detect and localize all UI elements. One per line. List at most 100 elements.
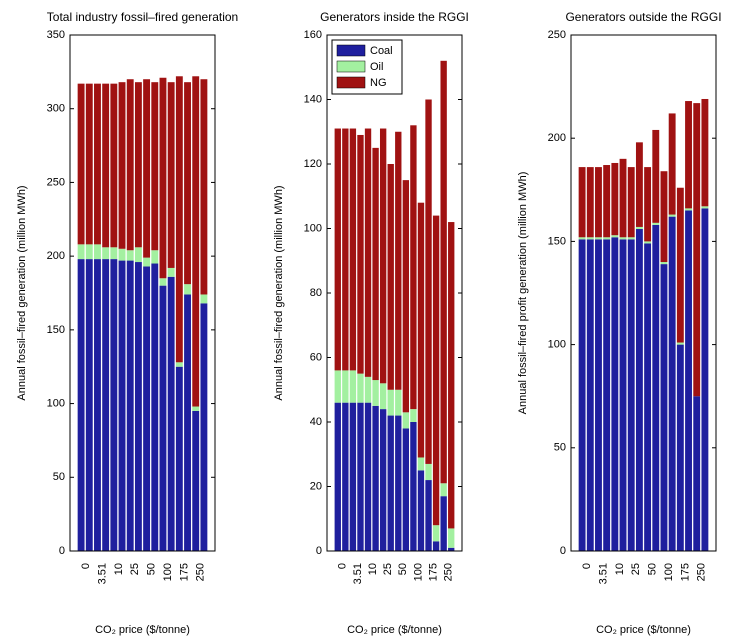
bar-segment	[175, 366, 183, 551]
bar-segment	[619, 158, 627, 238]
bar-segment	[701, 206, 709, 209]
bar-segment	[619, 239, 627, 551]
bar-segment	[652, 129, 660, 223]
bar-segment	[167, 267, 175, 277]
bar-segment	[432, 215, 440, 526]
bar-segment	[595, 167, 602, 238]
y-tick-label: 0	[560, 545, 566, 557]
bar-segment	[652, 222, 660, 225]
bar-segment	[334, 402, 341, 551]
bar-segment	[635, 229, 643, 552]
bar-segment	[417, 202, 425, 458]
bar-segment	[417, 470, 425, 551]
bar-segment	[635, 226, 643, 230]
bar-segment	[159, 77, 167, 279]
y-axis-label: Annual fossil–fired generation (million …	[16, 185, 28, 400]
bar-segment	[192, 410, 200, 551]
y-tick-label: 100	[304, 222, 322, 234]
y-tick-label: 160	[304, 29, 322, 41]
bar-segment	[372, 147, 379, 381]
bar-segment	[118, 82, 126, 249]
y-axis-label: Annual fossil–fired generation (million …	[273, 185, 285, 400]
x-tick-label: 10	[614, 563, 626, 575]
bar-segment	[94, 259, 101, 551]
bar-segment	[200, 79, 208, 295]
bar-segment	[159, 278, 167, 286]
x-tick-label: 10	[113, 563, 125, 575]
bar-segment	[110, 247, 118, 260]
bar-segment	[644, 241, 652, 244]
bar-segment	[417, 457, 425, 471]
y-tick-label: 40	[310, 416, 322, 428]
y-tick-label: 100	[47, 397, 65, 409]
bar-segment	[159, 285, 167, 551]
bar-segment	[611, 237, 619, 551]
bar-segment	[611, 235, 619, 238]
bar-segment	[118, 248, 126, 261]
x-axis-label: CO₂ price ($/tonne)	[95, 624, 190, 636]
chart-title: Total industry fossil–fired generation	[47, 10, 238, 24]
bar-segment	[410, 409, 417, 422]
legend-label: NG	[370, 77, 387, 89]
bar-segment	[652, 224, 660, 551]
legend-swatch	[336, 44, 366, 57]
y-tick-label: 80	[310, 287, 322, 299]
x-tick-label: 25	[630, 563, 642, 575]
bar-segment	[167, 276, 175, 551]
bar-segment	[175, 362, 183, 367]
bar-segment	[342, 128, 349, 371]
bar-segment	[627, 237, 635, 240]
bar-segment	[627, 167, 635, 238]
bar-segment	[102, 259, 110, 551]
bar-segment	[578, 167, 586, 238]
bar-segment	[143, 266, 151, 551]
y-axis-label: Annual fossil–fired profit generation (m…	[517, 172, 529, 415]
bar-segment	[184, 284, 191, 295]
bar-segment	[448, 222, 455, 529]
axes-box	[326, 34, 463, 552]
bar-segment	[85, 259, 93, 551]
axes-box	[570, 34, 717, 552]
bar-segment	[192, 406, 200, 411]
x-tick-label: 50	[397, 563, 409, 575]
bar-segment	[595, 237, 602, 240]
bar-segment	[660, 262, 668, 265]
bar-segment	[668, 216, 676, 551]
bar-segment	[603, 239, 611, 551]
x-tick-label: 250	[696, 563, 708, 581]
bar-segment	[77, 83, 85, 245]
bar-segment	[685, 208, 692, 211]
bar-segment	[586, 237, 594, 240]
bar-segment	[126, 260, 134, 551]
y-tick-label: 120	[304, 158, 322, 170]
x-tick-label: 25	[129, 563, 141, 575]
bar-segment	[364, 128, 372, 377]
subplot: Generators inside the RGGI Annual fossil–…	[273, 10, 469, 636]
bar-segment	[85, 244, 93, 260]
x-tick-label: 250	[195, 563, 207, 581]
bar-segment	[102, 247, 110, 260]
subplot: Total industry fossil–fired generation An…	[16, 10, 238, 636]
y-tick-label: 0	[316, 545, 322, 557]
y-tick-label: 50	[53, 471, 65, 483]
bar-segment	[644, 167, 652, 242]
bar-segment	[627, 239, 635, 551]
bar-segment	[619, 237, 627, 240]
bar-segment	[175, 76, 183, 363]
bar-segment	[660, 171, 668, 263]
bar-segment	[402, 180, 410, 413]
bar-segment	[102, 83, 110, 248]
y-tick-label: 200	[47, 250, 65, 262]
bar-segment	[167, 82, 175, 268]
bar-segment	[342, 402, 349, 551]
x-tick-label: 3.51	[597, 563, 609, 584]
x-tick-label: 0	[337, 563, 349, 569]
bar-segment	[668, 113, 676, 215]
bar-segment	[685, 101, 692, 209]
bar-segment	[110, 259, 118, 551]
bar-segment	[578, 237, 586, 240]
bar-segment	[644, 243, 652, 552]
bar-segment	[126, 250, 134, 261]
bar-segment	[134, 262, 142, 551]
